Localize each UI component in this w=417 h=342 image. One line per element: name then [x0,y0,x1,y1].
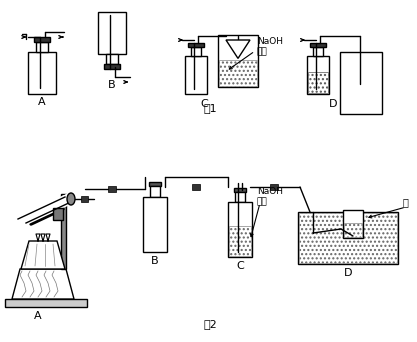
Polygon shape [12,269,74,299]
Text: A: A [34,311,42,321]
Text: D: D [329,99,337,109]
Text: C: C [200,99,208,109]
Polygon shape [21,241,65,269]
Bar [143,197,167,252]
Bar [340,52,382,114]
Bar [28,52,56,94]
Bar [5,299,87,307]
Bar [270,184,278,190]
Text: NaOH
溶液: NaOH 溶液 [257,187,283,207]
Bar [191,47,201,56]
Bar [229,226,251,256]
Bar [98,12,126,54]
Text: 图2: 图2 [203,319,217,329]
Text: B: B [151,256,159,266]
Bar [106,54,118,64]
Bar [61,194,66,269]
Bar [192,184,200,190]
Bar [218,35,258,87]
Bar [234,188,246,192]
Bar [108,186,116,192]
Text: C: C [236,261,244,271]
Bar [34,37,50,42]
Bar [298,212,398,264]
Text: D: D [344,268,352,278]
Bar [344,223,362,237]
Bar [228,202,252,257]
Bar [310,43,326,47]
Bar [81,196,88,202]
Bar [235,192,245,202]
Bar [188,43,204,47]
Polygon shape [226,40,250,58]
Text: B: B [108,80,116,90]
Text: NaOH
溶液: NaOH 溶液 [257,37,283,57]
Bar [219,60,257,86]
Bar [299,213,397,263]
Bar [36,42,48,52]
Text: 水: 水 [403,197,409,207]
Bar [308,72,328,93]
Bar [313,47,323,56]
Bar [53,208,63,220]
Text: A: A [38,97,46,107]
Bar [343,210,363,238]
Ellipse shape [67,193,75,205]
Text: 图1: 图1 [203,103,217,113]
Bar [307,56,329,94]
Bar [185,56,207,94]
Bar [104,64,120,69]
Bar [149,182,161,186]
Bar [150,186,160,197]
